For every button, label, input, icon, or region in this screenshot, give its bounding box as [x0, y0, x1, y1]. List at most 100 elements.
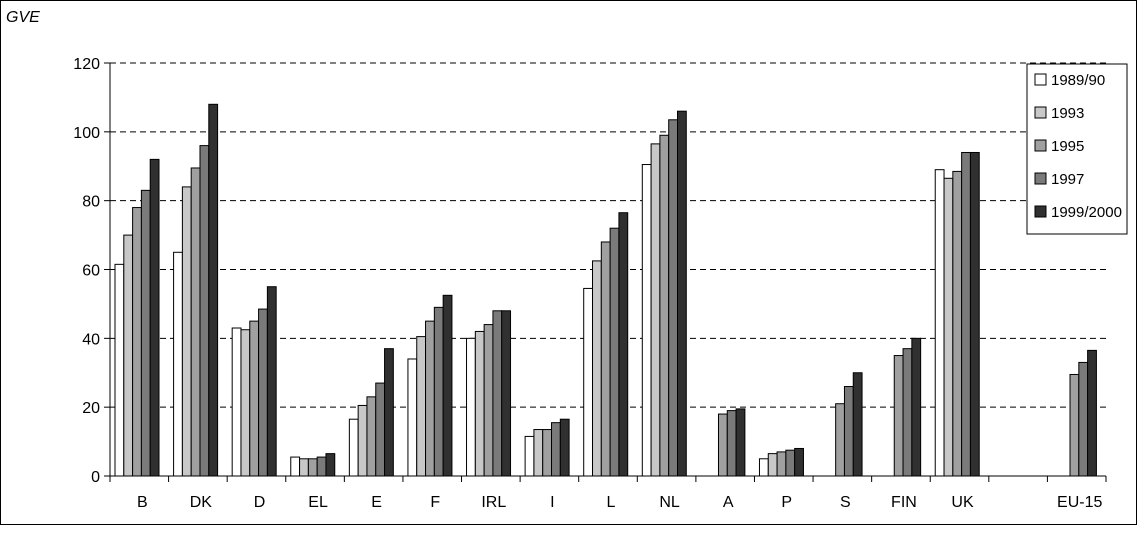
bars [114, 103, 1097, 477]
x-tick-label: L [607, 494, 616, 511]
bar-D-1993 [240, 329, 251, 477]
bar-P-1989/90 [758, 458, 769, 477]
bar-A-1997 [726, 410, 737, 477]
bar-DK-1989/90 [173, 251, 183, 477]
bar-L-1995 [600, 241, 611, 477]
bar-P-1993 [767, 453, 778, 477]
legend-entry: 1999/2000 [1051, 204, 1122, 221]
bar-DK-1995 [190, 167, 201, 477]
x-tick-label: DK [190, 494, 213, 511]
x-tick-label: S [840, 494, 851, 511]
bar-EU-15-1995 [1069, 373, 1080, 477]
bar-E-1993 [357, 404, 368, 477]
bar-I-1989/90 [524, 435, 535, 477]
y-tick-label: 20 [82, 400, 100, 417]
bar-B-1993 [123, 234, 134, 477]
bar-FIN-1995 [893, 355, 904, 477]
bar-E-1997 [375, 382, 386, 477]
bar-I-1997 [551, 422, 561, 477]
legend-entry: 1995 [1051, 138, 1084, 155]
bar-E-1999/2000 [384, 348, 394, 477]
bar-UK-1997 [961, 151, 971, 477]
bar-S-1999/2000 [852, 372, 863, 477]
bar-D-1997 [258, 308, 268, 477]
bar-DK-1999/2000 [208, 103, 219, 477]
bar-IRL-1999/2000 [501, 310, 512, 477]
x-tick-label: FIN [891, 494, 917, 511]
bar-UK-1993 [943, 177, 954, 477]
legend-entry: 1997 [1051, 171, 1084, 188]
bar-NL-1999/2000 [676, 110, 687, 477]
y-tick-label: 100 [73, 125, 100, 142]
legend-swatch [1034, 172, 1047, 185]
bar-L-1993 [592, 260, 602, 477]
bar-DK-1997 [199, 145, 210, 477]
bar-NL-1989/90 [641, 164, 652, 477]
legend-swatch [1034, 205, 1047, 218]
bar-L-1997 [609, 227, 620, 477]
x-tick-label: UK [951, 494, 974, 511]
legend: 1989/90 1993 1995 1997 1999/2000 [1026, 63, 1128, 235]
bar-IRL-1993 [474, 330, 485, 477]
bar-P-1999/2000 [794, 447, 804, 477]
bar-IRL-1989/90 [466, 337, 476, 477]
bar-UK-1989/90 [934, 169, 945, 477]
bar-E-1995 [366, 396, 377, 477]
y-tick-label: 40 [82, 331, 100, 348]
bar-EL-1989/90 [290, 456, 301, 477]
bar-B-1995 [132, 207, 142, 477]
bar-UK-1995 [952, 170, 963, 477]
bar-NL-1997 [668, 119, 678, 477]
bar-IRL-1995 [483, 324, 494, 477]
y-tick-label: 120 [73, 56, 100, 73]
x-tick-labels: B DK D EL E F IRL I L NL A P S FIN UK EU-15 [137, 494, 1103, 511]
bar-S-1995 [835, 403, 845, 477]
bar-NL-1993 [650, 143, 661, 477]
bar-B-1997 [140, 189, 151, 477]
bar-A-1999/2000 [735, 408, 746, 477]
bar-F-1999/2000 [442, 294, 453, 477]
bar-D-1989/90 [231, 327, 242, 477]
bar-EL-1997 [316, 456, 327, 477]
bar-F-1997 [433, 306, 444, 477]
y-tick-labels: 0 20 40 60 80 100 120 [73, 56, 110, 486]
bar-F-1989/90 [407, 358, 418, 477]
x-tick-label: I [550, 494, 554, 511]
x-tick-label: A [723, 494, 734, 511]
bar-EL-1993 [299, 458, 309, 477]
x-tick-label: EU-15 [1057, 494, 1102, 511]
bar-P-1997 [785, 449, 796, 477]
bar-EU-15-1997 [1078, 361, 1089, 477]
x-tick-label: B [137, 494, 148, 511]
legend-swatch [1034, 106, 1047, 119]
bar-IRL-1997 [492, 310, 503, 477]
y-tick-label: 0 [91, 469, 100, 486]
bar-F-1995 [425, 320, 435, 477]
bar-NL-1995 [659, 134, 670, 477]
bar-L-1999/2000 [618, 212, 629, 477]
x-tick-label: F [430, 494, 440, 511]
bar-E-1989/90 [348, 418, 359, 477]
y-axis-label: GVE [6, 9, 40, 26]
bar-FIN-1999/2000 [911, 337, 922, 477]
bar-UK-1999/2000 [969, 151, 980, 477]
bar-I-1999/2000 [559, 418, 570, 477]
bar-S-1997 [843, 386, 854, 477]
bar-I-1995 [542, 429, 553, 477]
y-tick-label: 60 [82, 263, 100, 280]
legend-swatch [1034, 73, 1047, 86]
x-tick-label: E [371, 494, 382, 511]
bar-P-1995 [776, 451, 787, 477]
x-tick-label: EL [308, 494, 328, 511]
bar-I-1993 [533, 429, 544, 477]
bar-D-1995 [249, 320, 260, 477]
bar-A-1995 [717, 413, 728, 477]
bar-EL-1995 [307, 458, 318, 477]
bar-D-1999/2000 [266, 286, 277, 477]
x-tick-label: NL [659, 494, 680, 511]
bar-EL-1999/2000 [325, 453, 336, 477]
x-tick-label: IRL [481, 494, 506, 511]
x-tick-label: D [254, 494, 266, 511]
bar-EU-15-1999/2000 [1087, 349, 1097, 477]
